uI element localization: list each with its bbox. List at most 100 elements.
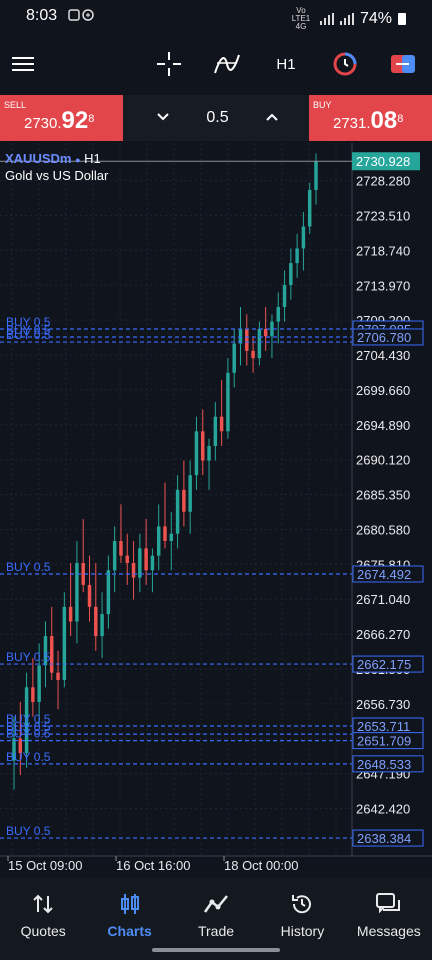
candle-body [226, 372, 230, 432]
candle-body [18, 738, 23, 754]
candle-body [131, 562, 136, 578]
candle-body [12, 738, 16, 761]
bottom-navigation: Quotes Charts Trade History Messages [0, 878, 432, 960]
chart-toolbar: H1 [0, 34, 432, 94]
position-price-tag [352, 328, 424, 346]
candle-body [188, 475, 192, 512]
one-click-trade-icon[interactable] [388, 46, 418, 82]
nav-charts-label: Charts [107, 923, 152, 939]
y-tick-label: 2642.420 [356, 802, 410, 817]
candle-body [175, 489, 180, 534]
chart-canvas[interactable]: 2728.2802723.5102718.7402713.9702709.200… [0, 143, 432, 876]
timeframe-button[interactable]: H1 [276, 55, 296, 73]
volume-up-button[interactable] [265, 109, 279, 127]
nav-trade[interactable]: Trade [173, 878, 259, 960]
candle-body [87, 584, 92, 607]
y-tick-label: 2690.120 [356, 453, 410, 468]
sell-price-sup: 8 [88, 113, 95, 125]
candle-body [307, 189, 312, 227]
candle-body [163, 526, 167, 542]
candle-body [270, 321, 274, 337]
candle-body [194, 431, 199, 476]
position-price-text: 2651.709 [357, 734, 411, 749]
position-price-tag [352, 565, 424, 583]
candle-body [24, 687, 29, 754]
candle-body [94, 606, 98, 637]
sell-button[interactable]: SELL 2730.928 [0, 95, 123, 141]
notification-icons [68, 8, 98, 25]
candle-body [207, 445, 211, 461]
candle-body [50, 636, 54, 673]
y-tick-label: 2704.430 [356, 348, 410, 363]
chevron-up-icon [266, 113, 278, 121]
candle-body [75, 562, 79, 622]
candle-body [43, 636, 48, 666]
position-price-text: 2674.492 [357, 567, 411, 582]
candle-body [314, 161, 318, 190]
symbol-title: XAUUSDm ● H1 [5, 151, 101, 166]
candle-body [119, 541, 123, 556]
position-price-tag [352, 655, 424, 673]
candle-body [295, 248, 299, 264]
battery-icon [398, 13, 406, 25]
y-tick-label: 2713.970 [356, 278, 410, 293]
position-label: BUY 0.5 [6, 824, 51, 838]
candle-body [238, 328, 243, 344]
candle-body [245, 328, 249, 351]
symbol-description: Gold vs US Dollar [5, 168, 109, 183]
nav-charts[interactable]: Charts [86, 878, 172, 960]
x-tick-label: 15 Oct 09:00 [8, 858, 82, 873]
position-price-text: 2648.533 [357, 757, 411, 772]
chevron-down-icon [157, 113, 169, 121]
buy-button[interactable]: BUY 2731.088 [309, 95, 432, 141]
nav-messages[interactable]: Messages [346, 878, 432, 960]
status-bar: 8:03 Vo LTE1 4G 74% [0, 0, 432, 34]
candle-body [100, 614, 104, 637]
candle-body [56, 672, 60, 680]
position-label: BUY 0.5 [6, 328, 51, 342]
network-indicator: Vo LTE1 4G [291, 6, 311, 31]
nav-quotes-label: Quotes [20, 923, 66, 939]
y-tick-label: 2680.580 [356, 522, 410, 537]
position-price-tag [352, 829, 424, 847]
volume-value[interactable]: 0.5 [206, 109, 229, 126]
position-label: BUY 0.5 [6, 750, 51, 764]
position-price-text: 2638.384 [357, 831, 411, 846]
candle-body [276, 306, 280, 322]
y-tick-label: 2656.730 [356, 697, 410, 712]
candle-body [182, 489, 186, 512]
y-tick-label: 2694.890 [356, 418, 410, 433]
candle-body [232, 343, 236, 373]
indicators-icon[interactable] [212, 46, 242, 82]
volume-down-button[interactable] [156, 109, 170, 127]
candle-body [219, 416, 224, 432]
position-price-text: 2706.780 [357, 330, 411, 345]
crosshair-icon[interactable] [154, 46, 184, 82]
y-tick-label: 2718.740 [356, 243, 410, 258]
menu-icon[interactable] [10, 46, 36, 82]
candle-body [31, 687, 35, 702]
dot-icon: ● [75, 155, 81, 165]
candle-body [282, 285, 287, 307]
candle-body [112, 541, 117, 571]
nav-history-label: History [280, 923, 325, 939]
y-tick-label: 2685.350 [356, 488, 410, 503]
candle-body [301, 226, 306, 249]
position-price-tag [352, 755, 424, 773]
price-chart[interactable]: 2728.2802723.5102718.7402713.9702709.200… [0, 143, 432, 876]
nav-history[interactable]: History [259, 878, 345, 960]
charts-icon [119, 891, 141, 917]
nav-trade-label: Trade [197, 923, 235, 939]
position-price-text: 2662.175 [357, 657, 411, 672]
candle-body [263, 328, 268, 337]
sell-label: SELL [4, 100, 27, 110]
clock-icon[interactable] [330, 46, 360, 82]
candle-body [106, 570, 111, 615]
x-tick-label: 18 Oct 00:00 [224, 858, 298, 873]
nav-quotes[interactable]: Quotes [0, 878, 86, 960]
candle-body [156, 526, 161, 556]
candle-body [251, 350, 255, 359]
position-price-tag [352, 732, 424, 750]
candle-body [213, 416, 218, 446]
buy-label: BUY [313, 100, 332, 110]
